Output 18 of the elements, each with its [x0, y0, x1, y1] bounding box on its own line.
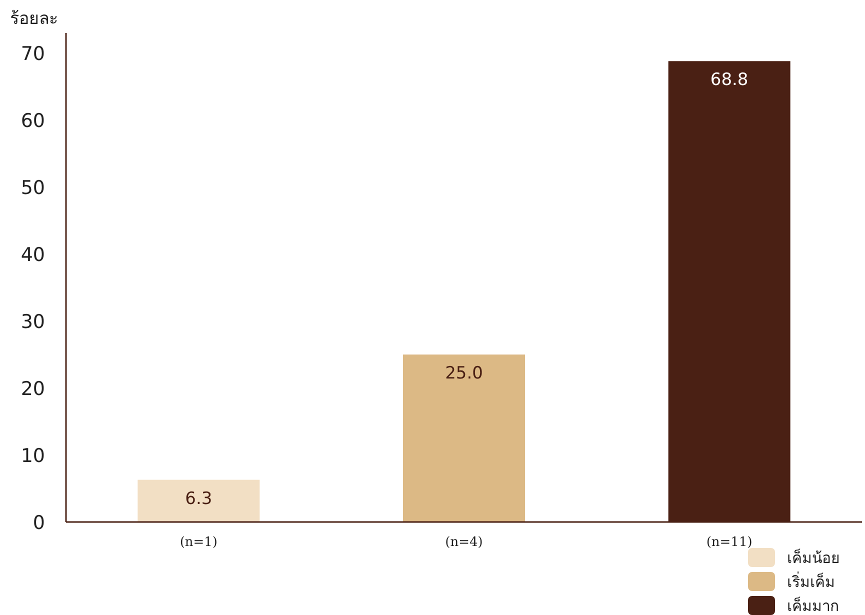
x-tick-label: (n=11) [706, 535, 752, 550]
x-tick-label: (n=4) [445, 535, 483, 550]
y-tick-label: 10 [20, 445, 45, 468]
legend-label: เค็มน้อย [787, 548, 840, 567]
data-label: 25.0 [445, 364, 483, 384]
legend-label: เค็มมาก [787, 596, 839, 615]
y-tick-label: 70 [20, 43, 45, 66]
legend-label: เริ่มเค็ม [787, 571, 835, 591]
y-tick-label: 50 [20, 177, 45, 200]
y-tick-label: 20 [20, 378, 45, 400]
y-tick-label: 40 [20, 244, 45, 266]
y-axis-title: ร้อยละ [10, 9, 58, 29]
x-tick-label: (n=1) [180, 535, 218, 550]
data-label: 6.3 [185, 488, 212, 509]
y-tick-label: 60 [20, 110, 45, 132]
y-tick-label: 30 [20, 311, 45, 334]
y-tick-label: 0 [32, 512, 45, 534]
data-label: 68.8 [710, 70, 748, 90]
